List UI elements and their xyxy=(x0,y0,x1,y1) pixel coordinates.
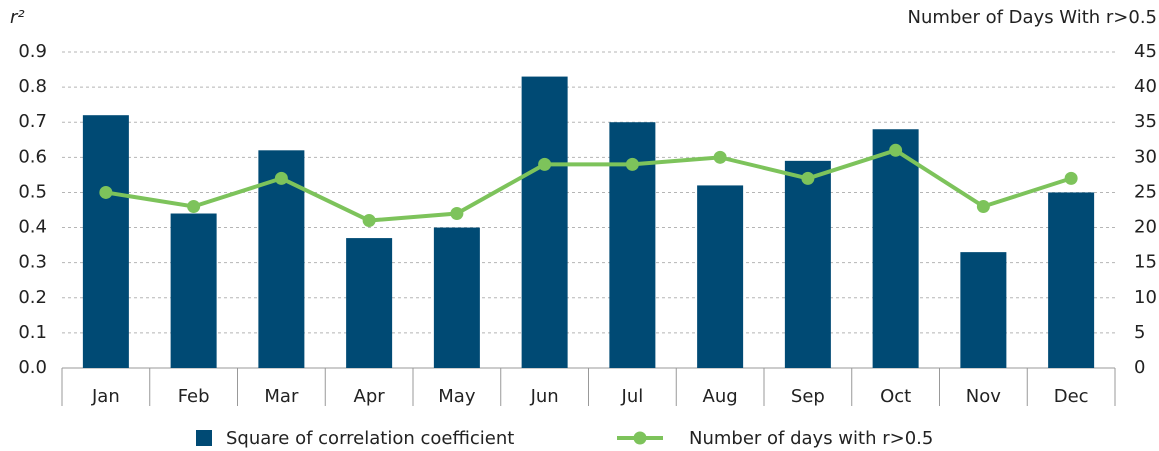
y2-tick-label: 0 xyxy=(1134,357,1145,378)
y-tick-label: 0.0 xyxy=(18,357,47,378)
x-tick-label: Aug xyxy=(703,386,738,407)
line-marker xyxy=(625,157,639,171)
y2-tick-label: 25 xyxy=(1134,181,1157,202)
y2-tick-label: 45 xyxy=(1134,41,1157,62)
line-marker xyxy=(976,199,990,213)
bar xyxy=(521,76,568,369)
y2-tick-label: 35 xyxy=(1134,111,1157,132)
line-marker xyxy=(538,157,552,171)
x-tick-label: Dec xyxy=(1054,386,1089,407)
x-tick-label: Jul xyxy=(621,386,644,407)
y-tick-label: 0.7 xyxy=(18,111,47,132)
bar xyxy=(784,160,831,368)
x-tick-label: Jun xyxy=(530,386,559,407)
line-marker xyxy=(801,171,815,185)
line-marker xyxy=(99,185,113,199)
y-tick-label: 0.3 xyxy=(18,252,47,273)
y-tick-label: 0.4 xyxy=(18,217,47,238)
bar xyxy=(170,213,217,368)
x-tick-label: Nov xyxy=(966,386,1001,407)
line-marker xyxy=(362,214,376,228)
bar xyxy=(1048,192,1095,368)
line-marker xyxy=(889,143,903,157)
x-tick-label: Jan xyxy=(91,386,120,407)
y2-tick-label: 5 xyxy=(1134,322,1145,343)
legend-label: Square of correlation coefficient xyxy=(226,428,514,449)
bar xyxy=(346,238,393,368)
x-tick-label: Oct xyxy=(880,386,911,407)
bar xyxy=(82,115,129,368)
y-axis-title: r² xyxy=(10,7,25,28)
line-marker xyxy=(713,150,727,164)
line-marker xyxy=(450,207,464,221)
line xyxy=(105,148,1072,223)
x-tick-label: May xyxy=(438,386,476,407)
line-marker xyxy=(187,199,201,213)
bar xyxy=(960,252,1007,368)
legend-swatch xyxy=(633,431,647,445)
bar xyxy=(697,185,744,368)
x-tick-label: Feb xyxy=(178,386,210,407)
y-tick-label: 0.8 xyxy=(18,76,47,97)
y-tick-label: 0.6 xyxy=(18,146,47,167)
legend-label: Number of days with r>0.5 xyxy=(689,428,933,449)
y2-tick-label: 10 xyxy=(1134,287,1157,308)
y2-tick-label: 40 xyxy=(1134,76,1157,97)
bar xyxy=(872,129,919,368)
x-tick-label: Sep xyxy=(791,386,825,407)
line-marker xyxy=(1064,171,1078,185)
y2-tick-label: 20 xyxy=(1134,217,1157,238)
y-tick-label: 0.2 xyxy=(18,287,47,308)
x-tick-label: Mar xyxy=(264,386,299,407)
legend-swatch xyxy=(196,430,212,446)
y-tick-label: 0.1 xyxy=(18,322,47,343)
y2-axis-title: Number of Days With r>0.5 xyxy=(908,7,1157,28)
y-tick-label: 0.9 xyxy=(18,41,47,62)
y2-tick-label: 30 xyxy=(1134,146,1157,167)
line-marker xyxy=(274,171,288,185)
y2-tick-label: 15 xyxy=(1134,252,1157,273)
x-tick-label: Apr xyxy=(354,386,386,407)
y-tick-label: 0.5 xyxy=(18,181,47,202)
bar xyxy=(433,227,480,368)
